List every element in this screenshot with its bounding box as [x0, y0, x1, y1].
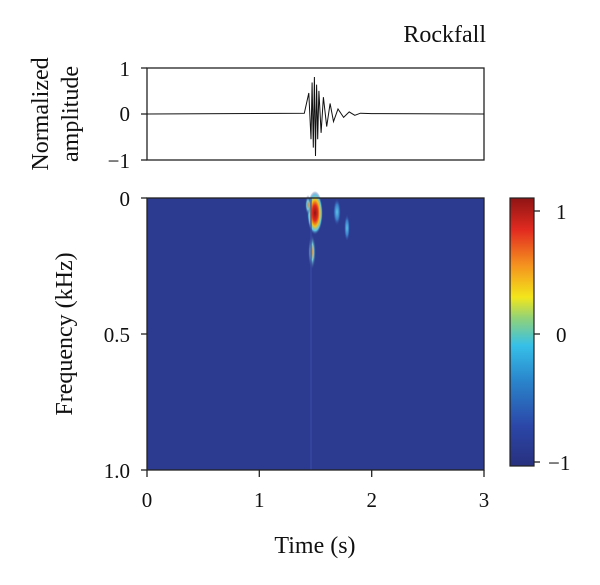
- waveform-ylabel-line1: Normalized: [28, 57, 54, 170]
- spectrogram-xtick-label-2: 2: [366, 488, 377, 512]
- spectrogram-xtick-label-0: 0: [142, 488, 153, 512]
- spectrogram-x-ticks: 0 1 2 3: [142, 470, 490, 512]
- waveform-trace: [146, 76, 485, 157]
- spectrogram-y-ticks: 0 0.5 1.0: [104, 187, 147, 483]
- waveform-ytick-label-mid: 0: [120, 102, 131, 126]
- waveform-y-axis-label: Normalized amplitude: [28, 57, 84, 170]
- waveform-ytick-label-top: 1: [120, 57, 131, 81]
- spectrogram-ytick-label-1: 0.5: [104, 323, 130, 347]
- spectrogram-hotspot-secondary-1: [333, 198, 341, 226]
- colorbar-tick-label-bottom: −1: [548, 451, 570, 475]
- spectrogram-xtick-label-1: 1: [254, 488, 265, 512]
- spectrogram-hotspot-left: [305, 195, 311, 215]
- spectrogram-ytick-label-2: 1.0: [104, 459, 130, 483]
- waveform-title: Rockfall: [403, 22, 486, 48]
- colorbar-tick-label-top: 1: [556, 200, 567, 224]
- colorbar-ticks: 1 0 −1: [534, 200, 570, 475]
- spectrogram-xtick-label-3: 3: [479, 488, 490, 512]
- waveform-ytick-label-bottom: −1: [108, 149, 130, 173]
- colorbar: [509, 197, 535, 467]
- waveform-ylabel-line2: amplitude: [58, 66, 84, 162]
- spectrogram-ylabel: Frequency (kHz): [52, 252, 78, 415]
- waveform-y-ticks: 1 0 −1: [108, 57, 147, 173]
- spectrogram-hotspots: [305, 191, 350, 470]
- spectrogram-hotspot-secondary-2: [344, 214, 350, 242]
- spectrogram-ytick-label-0: 0: [120, 187, 131, 211]
- spectrogram-background: [147, 198, 484, 470]
- spectrogram-xlabel: Time (s): [274, 533, 355, 559]
- colorbar-tick-label-mid: 0: [556, 323, 567, 347]
